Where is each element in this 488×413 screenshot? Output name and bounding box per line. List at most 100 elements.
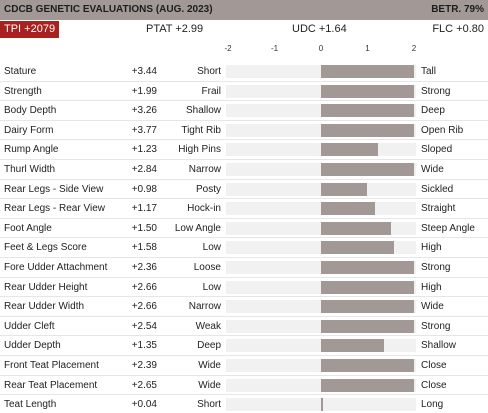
scale-axis: -2 -1 0 1 2 (0, 44, 488, 58)
trait-value-bar (321, 319, 414, 333)
trait-name: Rear Legs - Side View (4, 183, 104, 195)
trait-high-label: Close (421, 379, 447, 391)
trait-value-bar (321, 398, 323, 412)
trait-value-bar (321, 378, 414, 392)
trait-high-label: Long (421, 399, 444, 411)
trait-row: Stature +3.44 Short Tall (0, 62, 488, 82)
summary-row: TPI +2079 PTAT +2.99 UDC +1.64 FLC +0.80 (0, 21, 488, 39)
trait-value: +2.66 (131, 281, 157, 293)
trait-low-label: Frail (201, 85, 221, 97)
trait-value-bar (321, 202, 376, 216)
trait-value: +2.66 (131, 301, 157, 313)
trait-name: Feet & Legs Score (4, 242, 87, 254)
trait-name: Rear Udder Height (4, 281, 88, 293)
trait-value-bar (321, 84, 414, 98)
trait-low-label: Low (202, 242, 221, 254)
trait-low-label: Wide (198, 379, 221, 391)
trait-row: Body Depth +3.26 Shallow Deep (0, 101, 488, 121)
trait-value-bar (321, 300, 414, 314)
trait-row: Rump Angle +1.23 High Pins Sloped (0, 140, 488, 160)
trait-high-label: Steep Angle (421, 222, 475, 234)
trait-value-bar (321, 123, 414, 137)
trait-name: Stature (4, 66, 37, 77)
trait-value: +0.04 (131, 399, 157, 411)
trait-value: +1.58 (131, 242, 157, 254)
flc-value: FLC +0.80 (432, 23, 484, 35)
trait-value: +3.77 (131, 124, 157, 136)
trait-high-label: Wide (421, 164, 444, 175)
trait-value: +2.84 (131, 164, 157, 175)
trait-high-label: Shallow (421, 340, 457, 352)
trait-row: Front Teat Placement +2.39 Wide Close (0, 356, 488, 376)
trait-row: Fore Udder Attachment +2.36 Loose Strong (0, 258, 488, 278)
udc-value: UDC +1.64 (292, 23, 347, 35)
trait-high-label: Straight (421, 203, 456, 215)
trait-name: Udder Cleft (4, 320, 55, 332)
trait-high-label: Close (421, 360, 447, 371)
reliability-label: BETR. 79% (431, 4, 484, 15)
axis-tick-label: -2 (224, 44, 232, 53)
trait-low-label: Narrow (188, 301, 221, 313)
trait-high-label: Deep (421, 105, 445, 117)
trait-value-bar (321, 261, 414, 274)
trait-low-label: Narrow (188, 164, 221, 175)
trait-name: Fore Udder Attachment (4, 262, 108, 273)
trait-name: Rear Teat Placement (4, 379, 98, 391)
trait-value: +0.98 (131, 183, 157, 195)
trait-low-label: Low Angle (174, 222, 221, 234)
trait-name: Strength (4, 85, 42, 97)
trait-name: Foot Angle (4, 222, 52, 234)
trait-value: +1.35 (131, 340, 157, 352)
trait-value-bar (321, 221, 391, 235)
trait-value-bar (321, 104, 414, 118)
trait-high-label: Strong (421, 320, 451, 332)
trait-row: Udder Cleft +2.54 Weak Strong (0, 317, 488, 337)
evaluation-title: CDCB GENETIC EVALUATIONS (AUG. 2023) (4, 4, 213, 15)
trait-row: Teat Length +0.04 Short Long (0, 395, 488, 413)
trait-name: Teat Length (4, 399, 57, 411)
trait-value-bar (321, 163, 414, 176)
trait-name: Rear Legs - Rear View (4, 203, 105, 215)
trait-name: Rump Angle (4, 144, 59, 156)
trait-row: Rear Teat Placement +2.65 Wide Close (0, 376, 488, 396)
trait-low-label: Shallow (185, 105, 221, 117)
axis-tick-label: 1 (365, 44, 370, 53)
ptat-value: PTAT +2.99 (146, 23, 204, 35)
trait-low-label: Short (197, 66, 221, 77)
trait-low-label: Short (197, 399, 221, 411)
trait-value: +2.36 (131, 262, 157, 273)
trait-low-label: Tight Rib (181, 124, 221, 136)
trait-row: Udder Depth +1.35 Deep Shallow (0, 336, 488, 356)
trait-value-bar (321, 241, 395, 255)
trait-name: Rear Udder Width (4, 301, 85, 313)
trait-value-bar (321, 280, 414, 294)
trait-high-label: High (421, 281, 442, 293)
trait-value: +1.23 (131, 144, 157, 156)
trait-low-label: Posty (195, 183, 221, 195)
trait-high-label: Strong (421, 262, 451, 273)
trait-row: Rear Legs - Rear View +1.17 Hock-in Straigh… (0, 199, 488, 219)
trait-row: Rear Udder Height +2.66 Low High (0, 278, 488, 298)
trait-high-label: Tall (421, 66, 437, 77)
axis-tick-label: 2 (411, 44, 417, 53)
trait-value-bar (321, 65, 414, 78)
trait-name: Udder Depth (4, 340, 61, 352)
trait-value: +3.44 (131, 66, 157, 77)
trait-name: Body Depth (4, 105, 57, 117)
axis-tick-label: 0 (318, 44, 324, 53)
trait-high-label: Sloped (421, 144, 453, 156)
trait-high-label: High (421, 242, 442, 254)
trait-low-label: Weak (195, 320, 221, 332)
trait-row: Foot Angle +1.50 Low Angle Steep Angle (0, 219, 488, 239)
axis-tick-label: -1 (270, 44, 279, 53)
trait-value: +1.99 (131, 85, 157, 97)
trait-value: +3.26 (131, 105, 157, 117)
trait-value: +1.17 (131, 203, 157, 215)
trait-row: Feet & Legs Score +1.58 Low High (0, 238, 488, 258)
trait-value: +2.65 (131, 379, 157, 391)
header-bar: CDCB GENETIC EVALUATIONS (AUG. 2023) BET… (0, 0, 488, 20)
trait-low-label: Hock-in (187, 203, 221, 215)
trait-value-bar (321, 182, 367, 196)
trait-value-bar (321, 339, 384, 353)
trait-row: Rear Legs - Side View +0.98 Posty Sickled (0, 180, 488, 200)
